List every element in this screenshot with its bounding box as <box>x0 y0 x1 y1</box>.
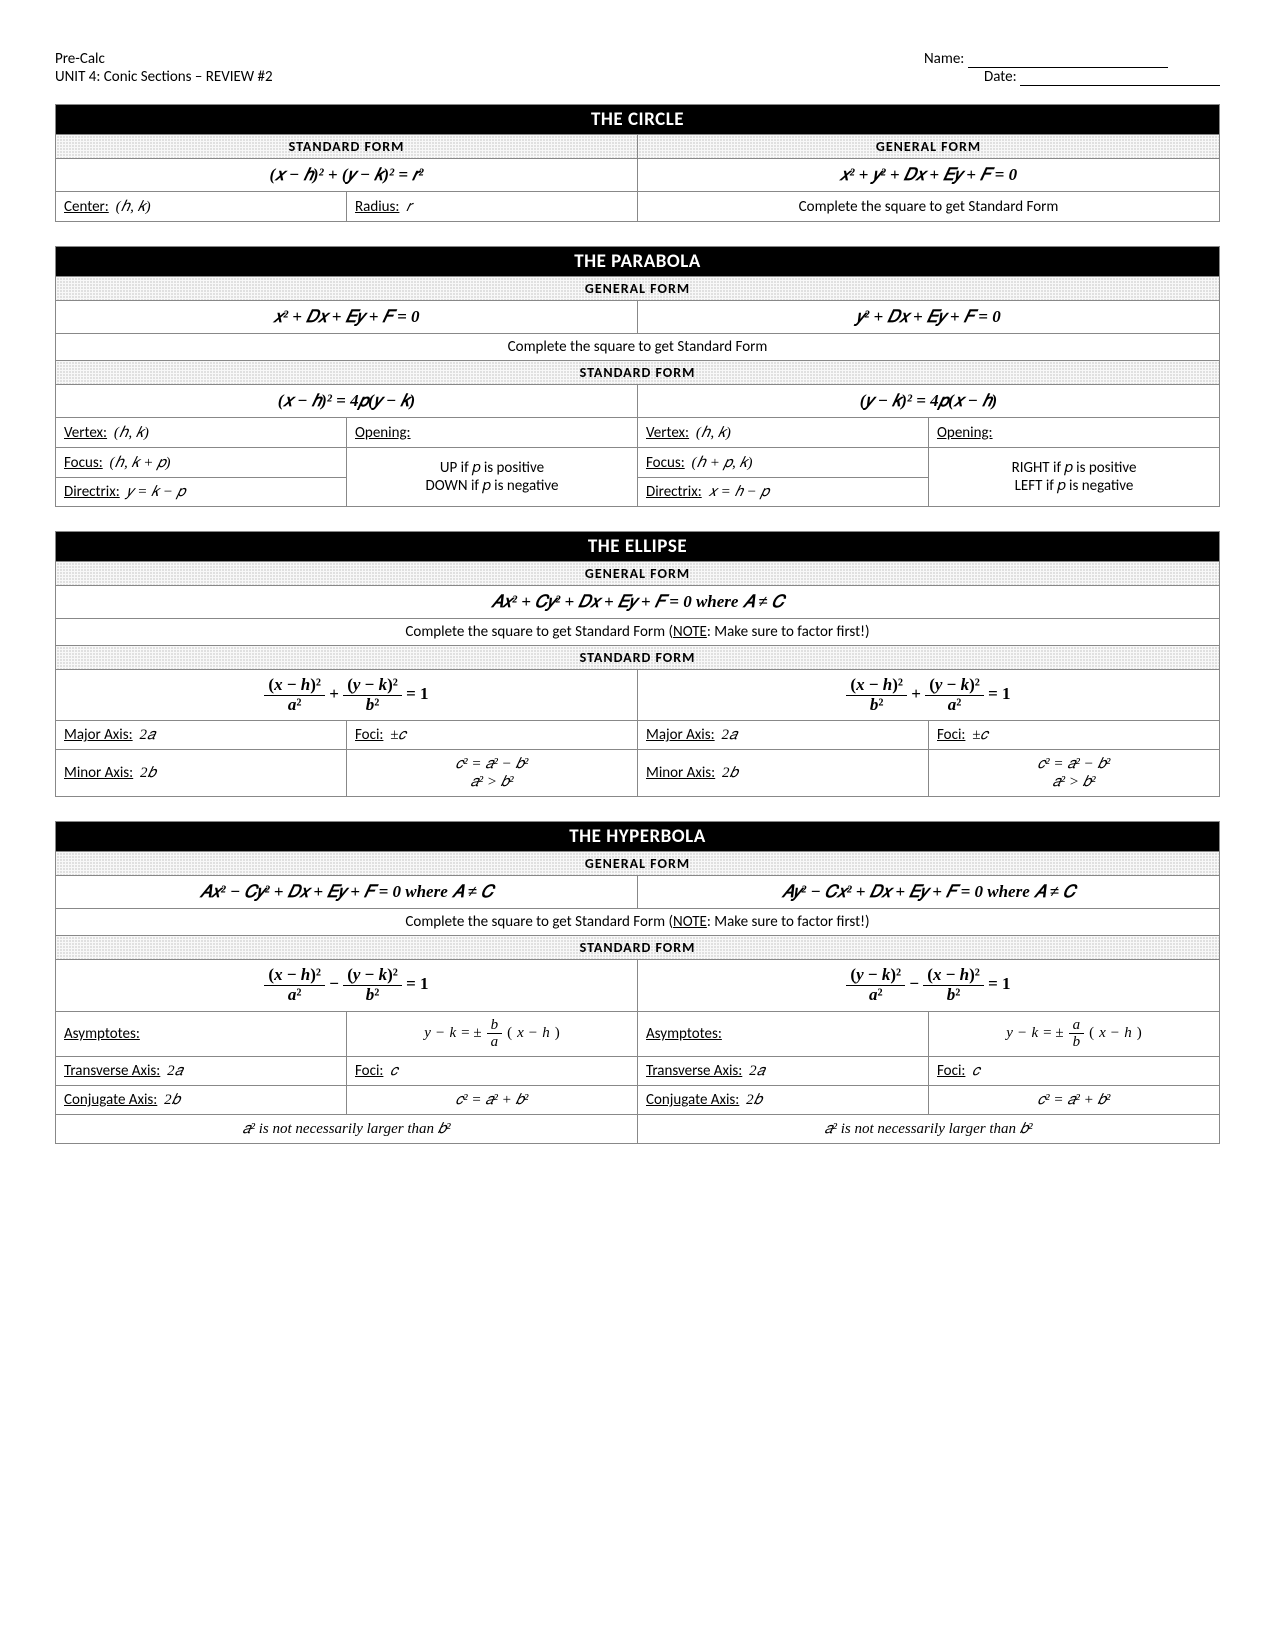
conj-label-2: Conjugate Axis: <box>646 1091 739 1109</box>
circle-std-label: STANDARD FORM <box>56 135 638 159</box>
circle-std-formula: (𝑥 − ℎ)² + (𝑦 − 𝑘)² = 𝑟² <box>270 165 424 184</box>
open-down: DOWN if 𝑝 is negative <box>355 477 629 495</box>
parabola-complete-note: Complete the square to get Standard Form <box>56 334 1220 361</box>
parabola-std-label: STANDARD FORM <box>56 361 1220 385</box>
radius-label: Radius: <box>355 198 399 216</box>
course-name: Pre-Calc <box>55 50 273 68</box>
circle-table: THE CIRCLE STANDARD FORM GENERAL FORM (𝑥… <box>55 104 1220 222</box>
open-right: RIGHT if 𝑝 is positive <box>937 459 1211 477</box>
unit-name: UNIT 4: Conic Sections – REVIEW #2 <box>55 68 273 86</box>
directrix-label-1: Directrix: <box>64 483 120 501</box>
hfoci-label-1: Foci: <box>355 1062 383 1080</box>
major-val-2: 2𝑎 <box>721 727 737 743</box>
minor-label-1: Minor Axis: <box>64 764 133 782</box>
ellipse-title: THE ELLIPSE <box>56 532 1220 562</box>
major-label-1: Major Axis: <box>64 726 133 744</box>
hfoci-val-1: 𝑐 <box>390 1063 398 1079</box>
ellipse-std-formula2: (x − h)²b² + (y − k)²a² = 1 <box>638 670 1220 721</box>
hyperbola-std-formula2: (y − k)²a² − (x − h)²b² = 1 <box>638 960 1220 1011</box>
hyperbola-gen-label: GENERAL FORM <box>56 852 1220 876</box>
date-label: Date: <box>984 68 1017 86</box>
circle-complete-note: Complete the square to get Standard Form <box>638 192 1220 222</box>
header-right: Name: Date: <box>924 50 1220 86</box>
foci-label-1: Foci: <box>355 726 383 744</box>
ellipse-std-formula1: (x − h)²a² + (y − k)²b² = 1 <box>56 670 638 721</box>
focus-val-1: (ℎ, 𝑘 + 𝑝) <box>110 455 171 471</box>
conj-val-2: 2𝑏 <box>746 1092 762 1108</box>
parabola-gen-label: GENERAL FORM <box>56 277 1220 301</box>
hfoci-val-2: 𝑐 <box>972 1063 980 1079</box>
center-value: (ℎ, 𝑘) <box>116 199 151 215</box>
parabola-std-formula1: (𝑥 − ℎ)² = 4𝑝(𝑦 − 𝑘) <box>278 391 415 410</box>
opening-label-1: Opening: <box>355 424 411 442</box>
vertex-val-1: (ℎ, 𝑘) <box>114 425 149 441</box>
ellipse-std-label: STANDARD FORM <box>56 646 1220 670</box>
parabola-table: THE PARABOLA GENERAL FORM 𝑥² + 𝐷𝑥 + 𝐸𝑦 +… <box>55 246 1220 507</box>
hyp-ab-note-1: 𝑎² is not necessarily larger than 𝑏² <box>242 1121 450 1137</box>
hyperbola-gen-formula2: 𝐴𝑦² − 𝐶𝑥² + 𝐷𝑥 + 𝐸𝑦 + 𝐹 = 0 where 𝐴 ≠ 𝐶 <box>782 882 1075 901</box>
vertex-val-2: (ℎ, 𝑘) <box>696 425 731 441</box>
hyperbola-title: THE HYPERBOLA <box>56 822 1220 852</box>
name-label: Name: <box>924 50 964 68</box>
hyperbola-table: THE HYPERBOLA GENERAL FORM 𝐴𝑥² − 𝐶𝑦² + 𝐷… <box>55 821 1220 1143</box>
hyperbola-complete-note: Complete the square to get Standard Form… <box>56 909 1220 936</box>
asym-formula-1: y − k = ± ba(x − h) <box>347 1011 638 1056</box>
document-header: Pre-Calc UNIT 4: Conic Sections – REVIEW… <box>55 50 1220 86</box>
directrix-val-2: 𝑥 = ℎ − 𝑝 <box>709 484 769 500</box>
ellipse-gen-formula: 𝐴𝑥² + 𝐶𝑦² + 𝐷𝑥 + 𝐸𝑦 + 𝐹 = 0 where 𝐴 ≠ 𝐶 <box>491 592 784 611</box>
parabola-title: THE PARABOLA <box>56 247 1220 277</box>
parabola-std-formula2: (𝑦 − 𝑘)² = 4𝑝(𝑥 − ℎ) <box>860 391 997 410</box>
circle-gen-label: GENERAL FORM <box>638 135 1220 159</box>
asym-formula-2: y − k = ± ab(x − h) <box>929 1011 1220 1056</box>
asym-label-2: Asymptotes: <box>646 1025 722 1043</box>
asym-label-1: Asymptotes: <box>64 1025 140 1043</box>
hyp-c-formula-1: 𝑐² = 𝑎² + 𝑏² <box>456 1092 529 1108</box>
parabola-gen-formula2: 𝑦² + 𝐷𝑥 + 𝐸𝑦 + 𝐹 = 0 <box>856 307 1001 326</box>
date-blank[interactable] <box>1020 85 1220 86</box>
conj-val-1: 2𝑏 <box>164 1092 180 1108</box>
minor-val-2: 2𝑏 <box>722 765 738 781</box>
foci-val-1: ±𝑐 <box>390 727 406 743</box>
foci-val-2: ±𝑐 <box>972 727 988 743</box>
hyperbola-std-label: STANDARD FORM <box>56 936 1220 960</box>
hyp-c-formula-2: 𝑐² = 𝑎² + 𝑏² <box>1038 1092 1111 1108</box>
vertex-label-1: Vertex: <box>64 424 107 442</box>
trans-label-1: Transverse Axis: <box>64 1062 160 1080</box>
focus-label-1: Focus: <box>64 454 103 472</box>
major-label-2: Major Axis: <box>646 726 715 744</box>
circle-gen-formula: 𝑥² + 𝑦² + 𝐷𝑥 + 𝐸𝑦 + 𝐹 = 0 <box>840 165 1017 184</box>
directrix-val-1: 𝑦 = 𝑘 − 𝑝 <box>127 484 186 500</box>
ellipse-ab-note-1: 𝑎² > 𝑏² <box>355 773 629 791</box>
major-val-1: 2𝑎 <box>139 727 155 743</box>
center-label: Center: <box>64 198 109 216</box>
parabola-gen-formula1: 𝑥² + 𝐷𝑥 + 𝐸𝑦 + 𝐹 = 0 <box>273 307 419 326</box>
ellipse-gen-label: GENERAL FORM <box>56 562 1220 586</box>
foci-label-2: Foci: <box>937 726 965 744</box>
focus-label-2: Focus: <box>646 454 685 472</box>
minor-label-2: Minor Axis: <box>646 764 715 782</box>
hyp-ab-note-2: 𝑎² is not necessarily larger than 𝑏² <box>824 1121 1032 1137</box>
hyperbola-std-formula1: (x − h)²a² − (y − k)²b² = 1 <box>56 960 638 1011</box>
ellipse-c-formula-2: 𝑐² = 𝑎² − 𝑏² <box>937 755 1211 773</box>
opening-label-2: Opening: <box>937 424 993 442</box>
hyperbola-gen-formula1: 𝐴𝑥² − 𝐶𝑦² + 𝐷𝑥 + 𝐸𝑦 + 𝐹 = 0 where 𝐴 ≠ 𝐶 <box>200 882 493 901</box>
minor-val-1: 2𝑏 <box>140 765 156 781</box>
ellipse-c-formula-1: 𝑐² = 𝑎² − 𝑏² <box>355 755 629 773</box>
trans-val-2: 2𝑎 <box>749 1063 765 1079</box>
ellipse-complete-note: Complete the square to get Standard Form… <box>56 619 1220 646</box>
trans-label-2: Transverse Axis: <box>646 1062 742 1080</box>
header-left: Pre-Calc UNIT 4: Conic Sections – REVIEW… <box>55 50 273 86</box>
conj-label-1: Conjugate Axis: <box>64 1091 157 1109</box>
trans-val-1: 2𝑎 <box>167 1063 183 1079</box>
directrix-label-2: Directrix: <box>646 483 702 501</box>
radius-value: 𝑟 <box>406 199 411 215</box>
hfoci-label-2: Foci: <box>937 1062 965 1080</box>
ellipse-table: THE ELLIPSE GENERAL FORM 𝐴𝑥² + 𝐶𝑦² + 𝐷𝑥 … <box>55 531 1220 797</box>
open-up: UP if 𝑝 is positive <box>355 459 629 477</box>
ellipse-ab-note-2: 𝑎² > 𝑏² <box>937 773 1211 791</box>
focus-val-2: (ℎ + 𝑝, 𝑘) <box>692 455 753 471</box>
vertex-label-2: Vertex: <box>646 424 689 442</box>
circle-title: THE CIRCLE <box>56 105 1220 135</box>
open-left: LEFT if 𝑝 is negative <box>937 477 1211 495</box>
